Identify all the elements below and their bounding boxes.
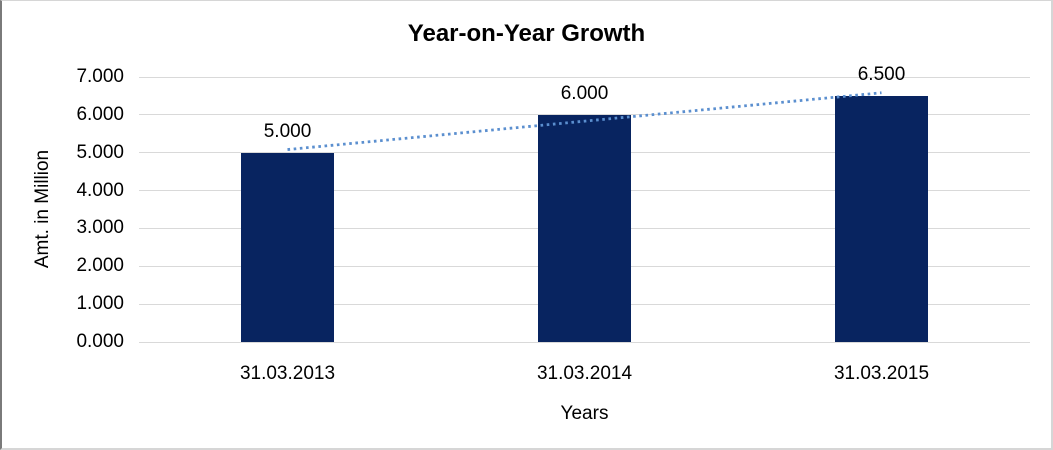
bar-value-label: 6.000 — [560, 82, 609, 104]
chart-title: Year-on-Year Growth — [407, 20, 646, 47]
y-tick-label: 2.000 — [76, 255, 124, 277]
x-axis-title: Years — [560, 403, 609, 424]
gridline — [139, 76, 1030, 78]
y-tick-label: 0.000 — [76, 331, 124, 352]
bar — [835, 95, 928, 342]
y-tick-label: 7.000 — [76, 66, 124, 87]
y-axis-title: Amt. in Million — [32, 149, 53, 269]
gridline — [139, 341, 1030, 343]
bar-value-label: 5.000 — [263, 120, 312, 142]
x-tick-label: 31.03.2015 — [833, 363, 930, 384]
bar — [538, 114, 631, 342]
x-tick-label: 31.03.2014 — [536, 363, 633, 384]
y-tick-label: 1.000 — [76, 293, 124, 315]
y-tick-label: 6.000 — [76, 103, 124, 125]
bar — [241, 152, 334, 342]
y-tick-label: 5.000 — [76, 141, 124, 163]
bar-value-label: 6.500 — [857, 63, 906, 85]
y-tick-label: 4.000 — [76, 179, 124, 201]
y-tick-label: 3.000 — [76, 217, 124, 239]
x-tick-label: 31.03.2013 — [239, 363, 336, 384]
